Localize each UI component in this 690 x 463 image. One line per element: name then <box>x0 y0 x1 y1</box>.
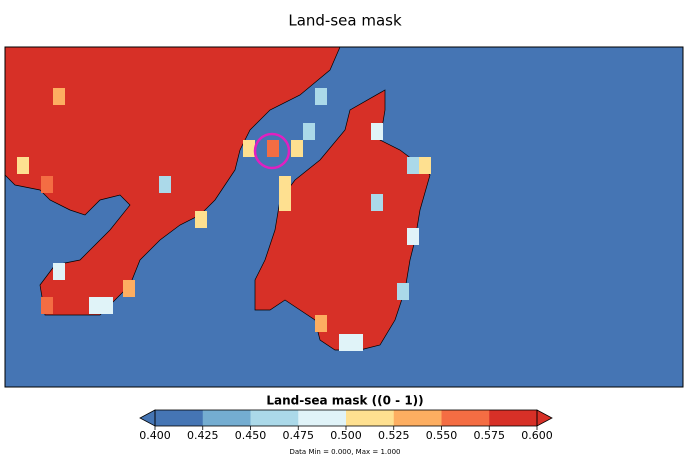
colorbar-swatch <box>393 410 442 426</box>
colorbar-tick-label: 0.425 <box>187 429 219 442</box>
colorbar-tick-label: 0.400 <box>139 429 171 442</box>
colorbar-extend-high <box>536 409 553 427</box>
cell <box>195 211 207 228</box>
colorbar-swatch <box>155 410 204 426</box>
cell <box>123 280 135 297</box>
colorbar-label: Land-sea mask ((0 - 1)) <box>266 394 423 408</box>
cell <box>407 157 419 174</box>
cell <box>159 176 171 193</box>
colorbar-swatch <box>441 410 490 426</box>
colorbar-swatch <box>489 410 538 426</box>
colorbar-swatch <box>202 410 251 426</box>
colorbar-tick-label: 0.500 <box>330 429 362 442</box>
cell <box>89 297 113 314</box>
cell <box>291 140 303 157</box>
colorbar-tick-label: 0.475 <box>283 429 315 442</box>
cell <box>17 157 29 174</box>
colorbar-tick-label: 0.550 <box>426 429 458 442</box>
cell <box>339 334 363 351</box>
cell <box>371 194 383 211</box>
footer: Data Min = 0.000, Max = 1.000 <box>290 448 401 456</box>
cell <box>41 297 53 314</box>
colorbar-tick-label: 0.600 <box>521 429 553 442</box>
map <box>4 46 684 388</box>
colorbar: 0.400 0.425 0.450 0.475 0.500 0.525 0.550 0.575… <box>139 409 553 442</box>
cell <box>315 88 327 105</box>
cell <box>371 123 383 140</box>
colorbar-extend-low <box>139 409 156 427</box>
colorbar-swatch <box>250 410 299 426</box>
cell <box>315 315 327 332</box>
colorbar-tick-label: 0.450 <box>235 429 267 442</box>
land <box>4 46 341 316</box>
cell <box>419 157 431 174</box>
cell <box>407 228 419 245</box>
cells <box>17 88 431 351</box>
cell <box>53 88 65 105</box>
cell <box>41 176 53 193</box>
colorbar-tick-label: 0.525 <box>378 429 410 442</box>
cell <box>53 263 65 280</box>
colorbar-swatch <box>298 410 347 426</box>
cell <box>397 283 409 300</box>
colorbar-swatch <box>346 410 395 426</box>
cell <box>243 140 255 157</box>
map-frame <box>4 46 684 388</box>
cell <box>303 123 315 140</box>
colorbar-tick-label: 0.575 <box>474 429 506 442</box>
highlight-circle <box>253 132 291 170</box>
cell <box>267 140 279 157</box>
title: Land-sea mask <box>288 12 402 30</box>
cell <box>279 176 291 211</box>
